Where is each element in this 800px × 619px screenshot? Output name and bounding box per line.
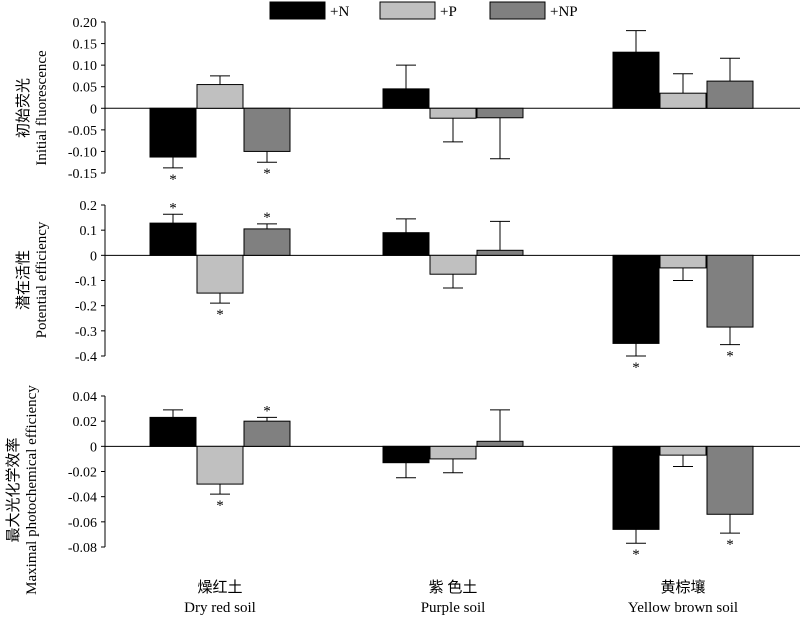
y-title-maximal-photochemical-efficiency: 最大光化学效率 Maximal photochemical efficiency bbox=[5, 385, 40, 595]
legend-swatch-p bbox=[379, 1, 436, 20]
y-tick-label: -0.4 bbox=[75, 350, 97, 365]
y-tick-label: 0.02 bbox=[73, 415, 98, 430]
y-title-en: Initial fluorescence bbox=[34, 50, 50, 166]
x-category-label-en: Dry red soil bbox=[184, 600, 256, 616]
x-category-label-en: Yellow brown soil bbox=[628, 600, 738, 616]
bar bbox=[612, 51, 660, 109]
significance-mark: * bbox=[169, 200, 177, 216]
bar bbox=[149, 222, 197, 256]
y-tick-label: 0 bbox=[90, 249, 97, 264]
bar bbox=[659, 254, 707, 269]
y-tick-label: -0.05 bbox=[68, 124, 97, 139]
bar bbox=[706, 445, 754, 515]
bar bbox=[429, 254, 477, 275]
bar bbox=[196, 445, 244, 485]
bar bbox=[149, 107, 197, 158]
legend-label-n: +N bbox=[330, 4, 349, 20]
bar bbox=[382, 232, 430, 256]
bar bbox=[382, 445, 430, 464]
legend: +N +P +NP bbox=[269, 1, 578, 20]
bar bbox=[706, 80, 754, 109]
y-tick-label: 0.1 bbox=[80, 224, 98, 239]
significance-mark: * bbox=[263, 166, 271, 182]
y-title-en: Potential efficiency bbox=[34, 221, 50, 338]
y-tick-label: -0.02 bbox=[68, 466, 97, 481]
bar bbox=[706, 254, 754, 328]
y-tick-label: -0.06 bbox=[68, 516, 97, 531]
y-title-cn: 最大光化学效率 bbox=[5, 437, 22, 542]
bar bbox=[476, 107, 524, 119]
bar bbox=[382, 88, 430, 109]
y-tick-label: 0.10 bbox=[73, 59, 98, 74]
bar bbox=[196, 254, 244, 294]
bar bbox=[612, 445, 660, 530]
legend-swatch-n bbox=[269, 1, 326, 20]
significance-mark: * bbox=[216, 498, 224, 514]
panel-potential-efficiency: -0.4 -0.3 -0.2 -0.1 0 0.1 0.2 * * * * * bbox=[75, 199, 800, 376]
bar bbox=[243, 228, 291, 256]
bar bbox=[476, 440, 524, 447]
y-tick-label: 0 bbox=[90, 102, 97, 117]
x-category-labels: 燥红土 Dry red soil 紫 色土 Purple soil 黄棕壤 Ye… bbox=[184, 578, 738, 616]
bar bbox=[612, 254, 660, 344]
y-title-cn: 初始荧光 bbox=[15, 78, 32, 138]
significance-mark: * bbox=[263, 403, 271, 419]
y-tick-label: 0.2 bbox=[80, 199, 98, 214]
x-category-label-cn: 黄棕壤 bbox=[660, 578, 705, 596]
x-category-label-cn: 紫 色土 bbox=[429, 579, 478, 596]
bar bbox=[429, 107, 477, 119]
significance-mark: * bbox=[726, 349, 734, 365]
significance-mark: * bbox=[263, 210, 271, 226]
bar bbox=[659, 445, 707, 456]
y-tick-label: -0.15 bbox=[68, 167, 97, 182]
bar bbox=[476, 249, 524, 256]
y-tick-label: 0.15 bbox=[73, 38, 98, 53]
y-title-potential-efficiency: 潜在活性 Potential efficiency bbox=[15, 221, 50, 338]
legend-swatch-np bbox=[489, 1, 546, 20]
significance-mark: * bbox=[169, 172, 177, 188]
y-title-cn: 潜在活性 bbox=[15, 250, 32, 310]
y-tick-label: -0.08 bbox=[68, 541, 97, 556]
y-tick-label: -0.2 bbox=[75, 300, 97, 315]
significance-mark: * bbox=[726, 537, 734, 553]
bar bbox=[243, 107, 291, 152]
bar bbox=[243, 420, 291, 447]
y-title-en: Maximal photochemical efficiency bbox=[24, 385, 40, 595]
x-category-label-en: Purple soil bbox=[421, 600, 486, 616]
y-tick-label: -0.1 bbox=[75, 275, 97, 290]
significance-mark: * bbox=[632, 547, 640, 563]
bar bbox=[196, 84, 244, 109]
bar bbox=[659, 92, 707, 109]
significance-mark: * bbox=[216, 307, 224, 323]
significance-mark: * bbox=[632, 360, 640, 376]
y-title-initial-fluorescence: 初始荧光 Initial fluorescence bbox=[15, 50, 50, 166]
x-category-label-cn: 燥红土 bbox=[197, 579, 242, 596]
bar bbox=[149, 416, 197, 447]
bar bbox=[429, 445, 477, 460]
y-tick-label: 0.20 bbox=[73, 16, 98, 31]
legend-label-p: +P bbox=[440, 4, 457, 20]
y-tick-label: -0.10 bbox=[68, 145, 97, 160]
y-tick-label: 0.04 bbox=[73, 390, 98, 405]
y-tick-label: -0.3 bbox=[75, 325, 97, 340]
y-tick-label: -0.04 bbox=[68, 491, 97, 506]
y-tick-label: 0 bbox=[90, 440, 97, 455]
y-tick-label: 0.05 bbox=[73, 81, 98, 96]
panel-initial-fluorescence: -0.15 -0.10 -0.05 0 0.05 0.10 0.15 0.20 * * bbox=[68, 16, 800, 188]
legend-label-np: +NP bbox=[550, 4, 578, 20]
panel-maximal-photochemical-efficiency: -0.08 -0.06 -0.04 -0.02 0 0.02 0.04 * * * * bbox=[68, 390, 800, 563]
